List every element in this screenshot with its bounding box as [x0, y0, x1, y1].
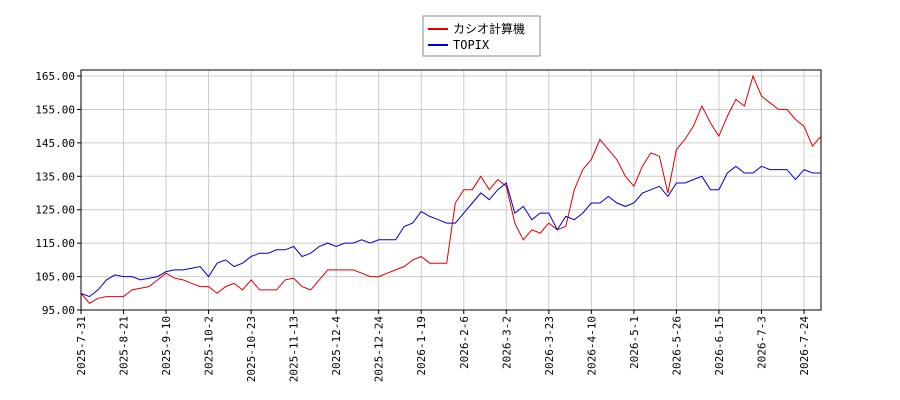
x-tick-label: 2025-10-2 — [203, 316, 216, 376]
x-tick-label: 2026-5-1 — [628, 316, 641, 369]
legend-label: TOPIX — [453, 38, 490, 52]
y-tick-label: 95.00 — [42, 304, 75, 317]
legend: カシオ計算機 TOPIX — [422, 15, 541, 57]
y-tick-label: 155.00 — [35, 103, 75, 116]
y-tick-label: 115.00 — [35, 237, 75, 250]
x-tick-label: 2026-7-3 — [755, 316, 768, 369]
x-tick-label: 2026-1-19 — [415, 316, 428, 376]
x-tick-label: 2026-3-23 — [543, 316, 556, 376]
y-tick-label: 135.00 — [35, 170, 75, 183]
y-tick-label: 105.00 — [35, 271, 75, 284]
x-tick-label: 2025-10-23 — [245, 316, 258, 382]
x-tick-label: 2026-2-6 — [458, 316, 471, 369]
legend-box — [422, 15, 541, 57]
x-tick-label: 2025-9-10 — [160, 316, 173, 376]
y-tick-label: 165.00 — [35, 70, 75, 83]
x-tick-label: 2025-7-31 — [75, 316, 88, 376]
series-line — [80, 74, 822, 304]
legend-label: カシオ計算機 — [453, 21, 525, 36]
x-tick-label: 2026-5-26 — [670, 316, 683, 376]
x-tick-label: 2026-6-15 — [713, 316, 726, 376]
y-tick-label: 145.00 — [35, 137, 75, 150]
x-tick-label: 2025-12-24 — [373, 316, 386, 383]
x-tick-label: 2025-8-21 — [118, 316, 131, 376]
series-line — [80, 165, 821, 298]
x-tick-label: 2026-7-24 — [798, 316, 811, 376]
y-tick-label: 125.00 — [35, 204, 75, 217]
plot-frame — [80, 69, 822, 311]
x-tick-label: 2025-12-4 — [330, 316, 343, 376]
x-tick-label: 2026-3-2 — [500, 316, 513, 369]
x-tick-label: 2025-11-13 — [288, 316, 301, 382]
x-tick-label: 2026-4-10 — [585, 316, 598, 376]
